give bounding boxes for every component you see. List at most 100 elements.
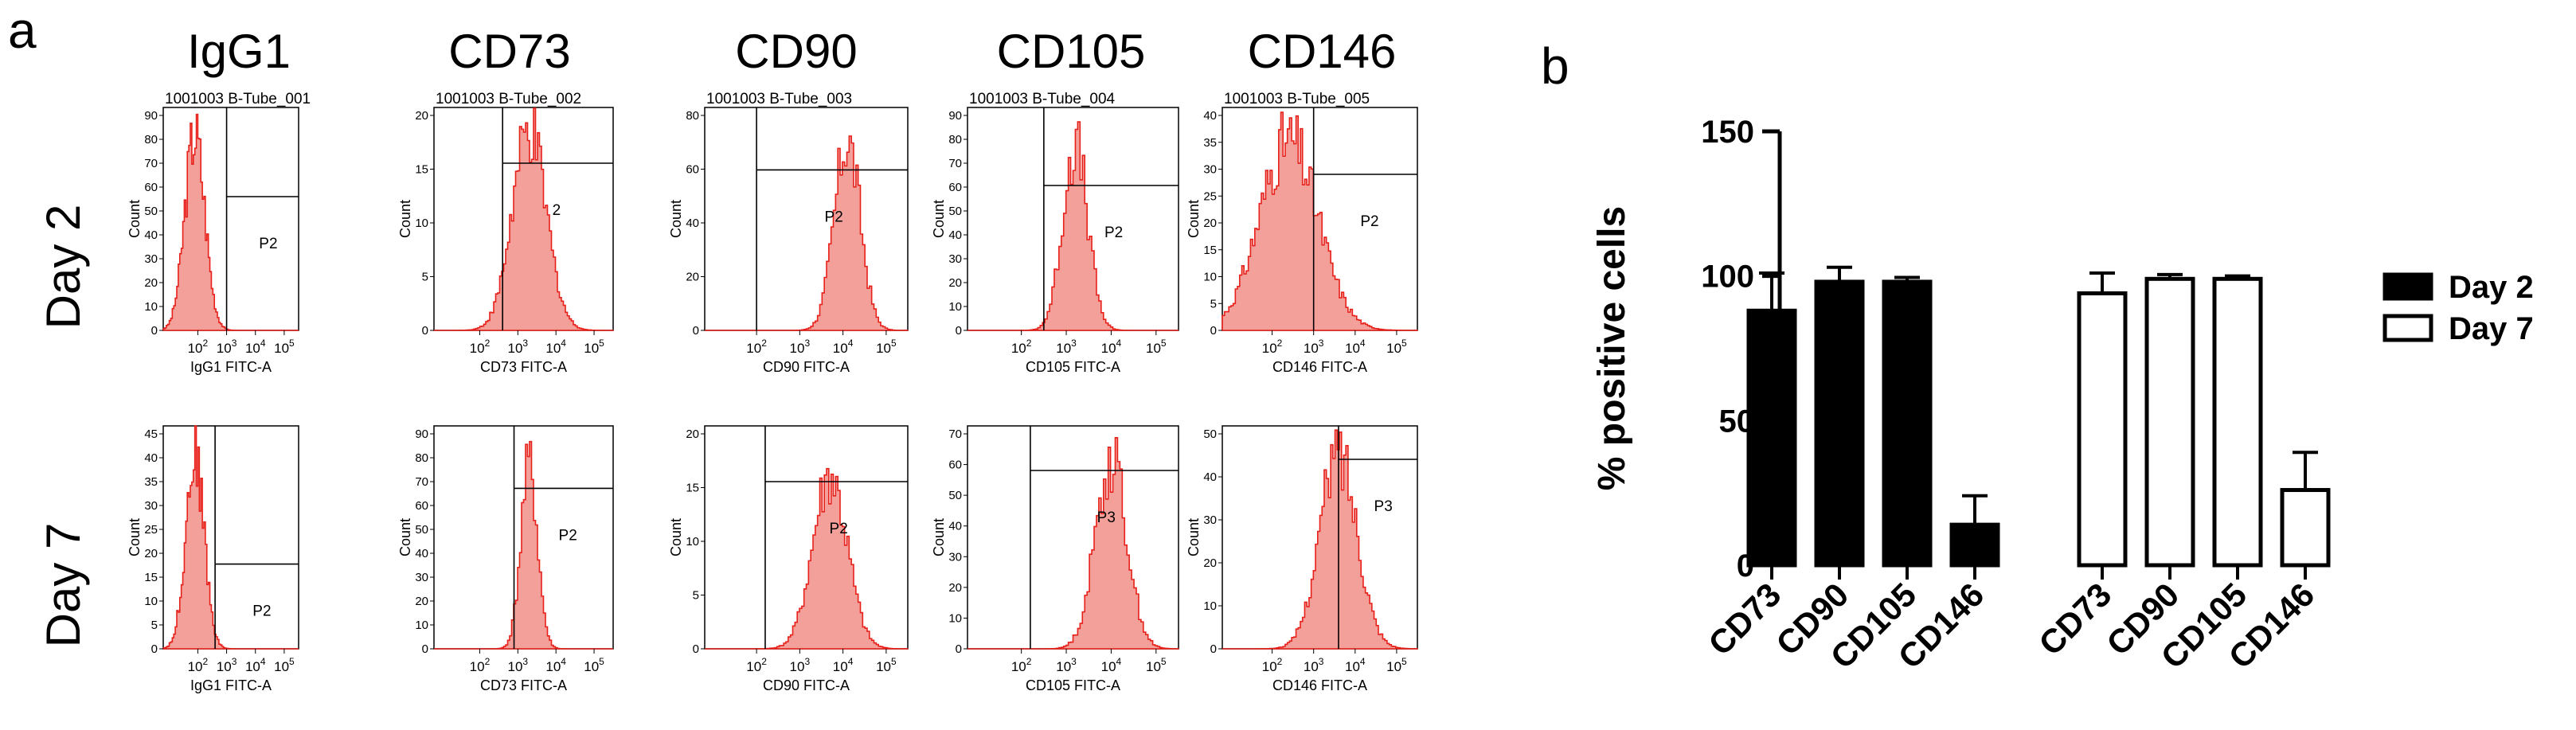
- y-axis-label: Count: [127, 200, 143, 238]
- column-header-cd90: CD90: [735, 25, 857, 78]
- histogram-distribution: [705, 135, 909, 331]
- column-header-igg1: IgG1: [187, 25, 291, 78]
- y-tick-label: 40: [1203, 470, 1217, 484]
- x-tick-exponent: 2: [1277, 656, 1283, 667]
- x-tick-exponent: 4: [1116, 338, 1122, 349]
- x-tick-exponent: 3: [232, 338, 237, 349]
- x-tick-exponent: 3: [522, 338, 528, 349]
- x-tick-exponent: 3: [232, 656, 237, 667]
- y-tick-label: 40: [144, 451, 158, 465]
- y-tick-label: 30: [415, 571, 428, 584]
- x-tick-exponent: 2: [1277, 338, 1283, 349]
- x-tick-exponent: 2: [761, 656, 767, 667]
- x-axis-label: CD105 FITC-A: [1026, 677, 1120, 693]
- x-tick-exponent: 5: [891, 656, 897, 667]
- y-tick-label: 0: [151, 642, 158, 656]
- y-tick-label: 20: [1203, 217, 1217, 230]
- y-tick-label: 80: [415, 451, 428, 465]
- y-tick-label: 50: [144, 205, 158, 218]
- x-tick-label: 102: [1011, 338, 1032, 356]
- y-tick-label: 60: [686, 163, 699, 177]
- x-tick-label: 105: [274, 338, 295, 356]
- bar-day-2-cd90: [1814, 279, 1865, 568]
- y-tick-label: 80: [144, 133, 158, 146]
- y-tick-label: 90: [415, 427, 428, 441]
- y-axis-label: Count: [1186, 518, 1202, 556]
- histogram-frame: [967, 425, 1179, 650]
- y-tick-label: 40: [948, 228, 962, 242]
- histogram-distribution: [434, 107, 614, 331]
- y-tick-label: 0: [422, 642, 428, 656]
- y-tick-label: 40: [144, 228, 158, 242]
- y-tick-label: 0: [693, 324, 699, 338]
- x-tick-label: 102: [1262, 656, 1283, 674]
- x-tick-label: 102: [1011, 656, 1032, 674]
- x-axis-label: CD146 FITC-A: [1272, 359, 1367, 375]
- y-tick-label: 10: [1203, 599, 1217, 613]
- x-tick-label: 104: [1101, 338, 1122, 356]
- histogram-distribution: [705, 467, 909, 650]
- x-axis-label: CD146 FITC-A: [1272, 677, 1367, 693]
- x-tick-exponent: 2: [761, 338, 767, 349]
- y-tick-label: 10: [415, 619, 428, 632]
- histogram-cd146-day-7: P3 0 10 20 30 40 50 Count 102 103 104 105 CD146 FITC…: [1186, 425, 1418, 693]
- y-axis-label: Count: [668, 200, 684, 238]
- x-tick-exponent: 2: [1026, 338, 1032, 349]
- y-tick-label: 15: [415, 163, 428, 177]
- x-axis-label: IgG1 FITC-A: [190, 359, 272, 375]
- x-tick-exponent: 3: [804, 338, 810, 349]
- y-tick-label: 70: [948, 427, 962, 441]
- y-tick-label: 30: [948, 550, 962, 564]
- y-tick-label: 0: [151, 324, 158, 338]
- x-tick-label: 104: [833, 656, 854, 674]
- legend-label-day-7: Day 7: [2449, 311, 2534, 346]
- y-tick-label: 70: [415, 475, 428, 489]
- y-axis-title: % positive cells: [1591, 206, 1633, 491]
- row-label-day-7: Day 7: [37, 523, 90, 648]
- gate-label: 2: [553, 202, 561, 219]
- y-tick-label: 5: [693, 589, 699, 603]
- x-axis-label: CD105 FITC-A: [1026, 359, 1120, 375]
- gate-label: P2: [1104, 224, 1123, 241]
- histogram-distribution: [162, 425, 299, 650]
- x-tick-label: 104: [1345, 656, 1366, 674]
- x-tick-exponent: 5: [289, 338, 295, 349]
- x-tick-label: 104: [1345, 338, 1366, 356]
- x-tick-label: 105: [1386, 656, 1407, 674]
- legend-label-day-2: Day 2: [2449, 270, 2534, 305]
- histogram-title: 1001003 B-Tube_002: [436, 91, 581, 107]
- histogram-cd105-day-7: P3 0 10 20 30 40 50 60 70 Count 102 103 104 105 CD105 …: [931, 425, 1179, 693]
- x-tick-label: 103: [1304, 338, 1324, 356]
- x-tick-exponent: 4: [848, 338, 854, 349]
- x-tick-exponent: 5: [599, 338, 604, 349]
- y-tick-label: 0: [956, 642, 962, 656]
- histogram-cd90-day-7: P2 0 5 10 15 20 Count 102 103 104 105 CD90 FITC-A: [668, 425, 909, 693]
- y-tick-label: 10: [948, 611, 962, 625]
- x-tick-exponent: 3: [804, 656, 810, 667]
- x-tick-label: 103: [217, 656, 237, 674]
- y-tick-label: 10: [1203, 271, 1217, 284]
- x-tick-exponent: 3: [1071, 656, 1077, 667]
- y-tick-label: 60: [948, 181, 962, 194]
- y-axis-label: Count: [668, 518, 684, 556]
- x-tick-exponent: 4: [260, 338, 266, 349]
- gate-label: P2: [1360, 213, 1378, 230]
- gate-label: P3: [1097, 509, 1116, 526]
- x-tick-label: 102: [188, 656, 209, 674]
- x-tick-exponent: 4: [1116, 656, 1122, 667]
- x-tick-label: 103: [790, 656, 811, 674]
- y-axis-label: Count: [127, 518, 143, 556]
- x-tick-exponent: 5: [1401, 338, 1407, 349]
- histogram-distribution: [1222, 111, 1418, 331]
- gate-label: P2: [259, 236, 277, 252]
- x-tick-exponent: 5: [599, 656, 604, 667]
- gate-label: P2: [825, 209, 843, 225]
- x-tick-exponent: 4: [260, 656, 266, 667]
- histogram-title: 1001003 B-Tube_004: [969, 91, 1116, 107]
- x-tick-exponent: 5: [891, 338, 897, 349]
- x-tick-label-cd73: CD73: [1701, 576, 1788, 662]
- x-tick-exponent: 2: [1026, 656, 1032, 667]
- x-tick-exponent: 4: [1360, 656, 1366, 667]
- bar-day-7-cd146: [2280, 488, 2331, 568]
